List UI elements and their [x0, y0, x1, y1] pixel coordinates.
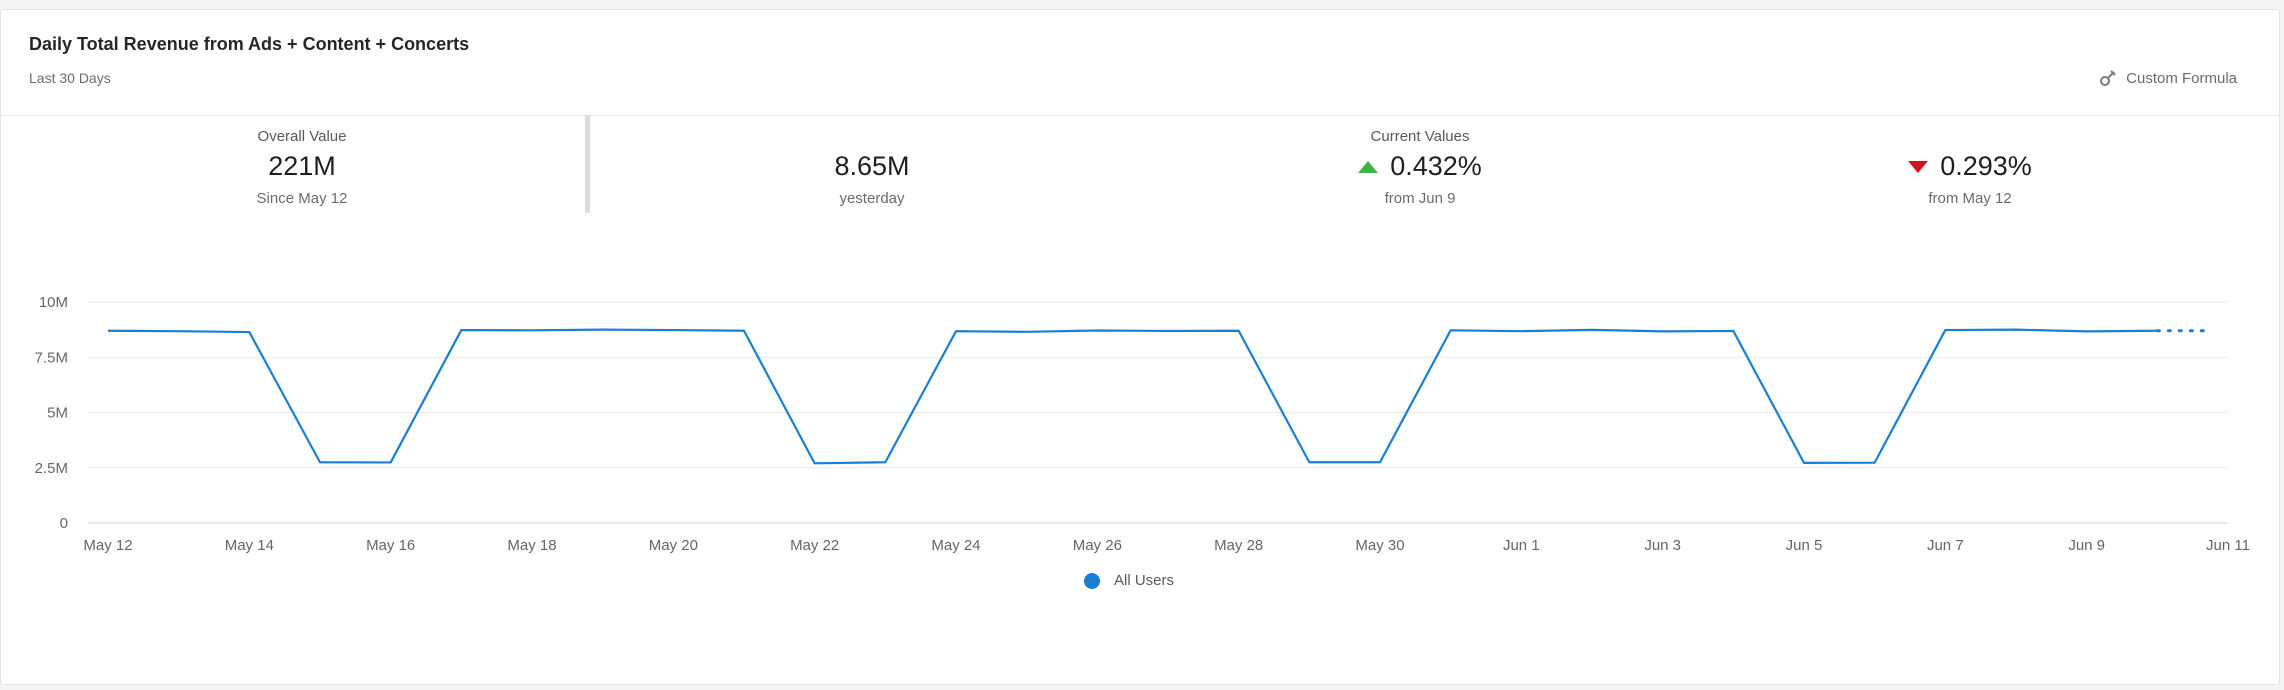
y-tick-5M: 5M	[47, 405, 68, 422]
overall-value-since: Since May 12	[256, 190, 348, 207]
change-from-jun9-value: 0.432%	[1390, 151, 1482, 181]
custom-formula-button[interactable]: Custom Formula	[2098, 68, 2237, 88]
x-tick-May-18: May 18	[507, 537, 556, 554]
change-from-may12-metric: 0.293% from May 12	[1820, 128, 2120, 207]
legend-dot-icon	[1084, 572, 1100, 589]
x-tick-May-20: May 20	[649, 537, 698, 554]
x-tick-Jun-9: Jun 9	[2068, 537, 2105, 554]
x-tick-May-24: May 24	[931, 537, 980, 554]
y-tick-2.5M: 2.5M	[35, 460, 68, 477]
x-tick-May-14: May 14	[225, 537, 274, 554]
x-tick-May-12: May 12	[83, 537, 132, 554]
card-header: Daily Total Revenue from Ads + Content +…	[1, 10, 2279, 116]
current-values-label: Current Values	[1370, 128, 1470, 145]
x-tick-May-26: May 26	[1073, 537, 1122, 554]
change-from-jun9-metric: Current Values 0.432% from Jun 9	[1270, 128, 1570, 207]
x-tick-May-30: May 30	[1355, 537, 1404, 554]
overall-value-label: Overall Value	[257, 128, 347, 145]
chart-card: Daily Total Revenue from Ads + Content +…	[0, 9, 2280, 685]
down-arrow-icon	[1908, 160, 1929, 173]
metrics-divider	[585, 115, 590, 213]
overall-value-number: 221M	[268, 151, 336, 181]
yesterday-value-number: 8.65M	[834, 151, 910, 181]
change-from-may12-label: from May 12	[1928, 190, 2012, 207]
formula-icon	[2100, 70, 2116, 86]
yesterday-value: 8.65M	[722, 151, 1022, 182]
series-line-all-users	[107, 328, 2158, 465]
change-from-may12-value: 0.293%	[1940, 151, 2032, 181]
custom-formula-label: Custom Formula	[2126, 69, 2237, 87]
yesterday-label: yesterday	[839, 190, 905, 207]
x-tick-Jun-1: Jun 1	[1503, 537, 1540, 554]
overall-value-metric: Overall Value 221M Since May 12	[152, 128, 452, 207]
y-tick-0: 0	[60, 515, 68, 532]
chart-title: Daily Total Revenue from Ads + Content +…	[29, 34, 470, 54]
yesterday-metric: 8.65M yesterday	[722, 128, 1022, 207]
x-tick-May-28: May 28	[1214, 537, 1263, 554]
y-tick-10M: 10M	[39, 294, 68, 311]
x-tick-May-16: May 16	[366, 537, 415, 554]
date-range-label: Last 30 Days	[29, 70, 111, 86]
overall-value: 221M	[152, 151, 452, 182]
x-tick-Jun-5: Jun 5	[1786, 537, 1823, 554]
x-tick-Jun-11: Jun 11	[2206, 537, 2250, 554]
legend-label-all-users[interactable]: All Users	[1114, 572, 1175, 589]
chart-legend: All Users	[1084, 572, 1174, 589]
x-tick-Jun-3: Jun 3	[1644, 537, 1681, 554]
change-from-jun9-label: from Jun 9	[1384, 190, 1456, 207]
up-arrow-icon	[1358, 160, 1379, 173]
y-tick-7.5M: 7.5M	[35, 349, 68, 366]
x-tick-May-22: May 22	[790, 537, 839, 554]
x-tick-Jun-7: Jun 7	[1927, 537, 1964, 554]
